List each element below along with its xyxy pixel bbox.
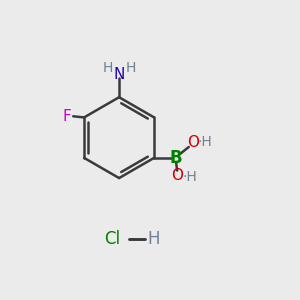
Text: ·H: ·H (197, 135, 212, 149)
Text: Cl: Cl (104, 230, 120, 248)
Text: O: O (188, 135, 200, 150)
Text: H: H (102, 61, 113, 75)
Text: B: B (170, 149, 182, 167)
Text: O: O (171, 168, 183, 183)
Text: H: H (148, 230, 160, 248)
Text: ·H: ·H (182, 170, 197, 184)
Text: N: N (113, 67, 125, 82)
Text: F: F (62, 109, 71, 124)
Text: H: H (125, 61, 136, 75)
